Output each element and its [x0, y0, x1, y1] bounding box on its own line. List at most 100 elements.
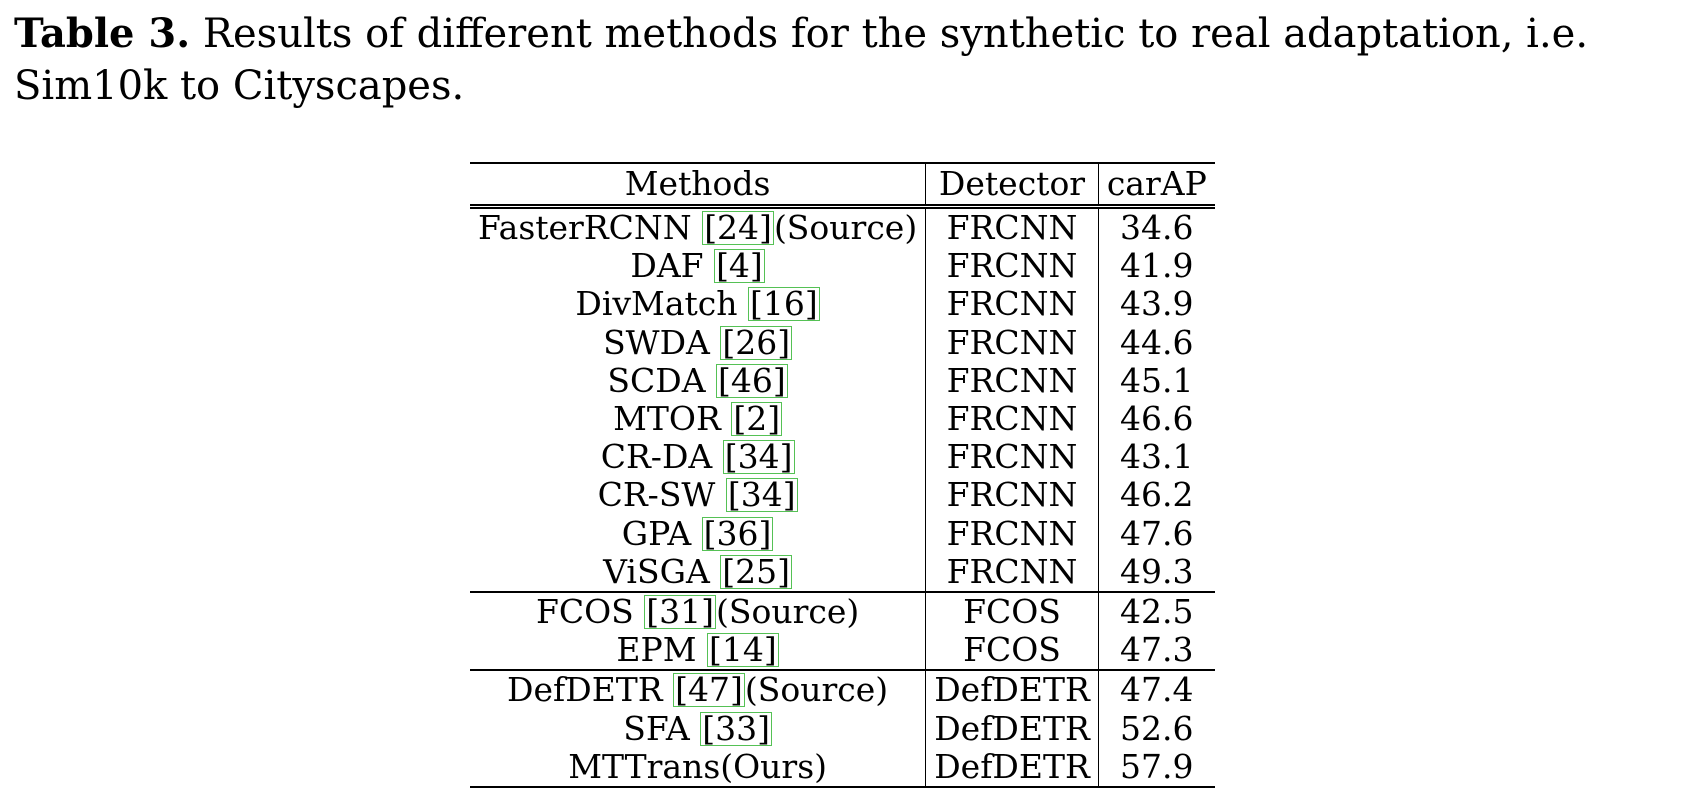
cell-method: CR-DA [34] [470, 437, 927, 477]
header-methods: Methods [470, 162, 927, 209]
cell-carap: 43.9 [1120, 284, 1194, 324]
method-name: SWDA [603, 322, 710, 362]
citation-link[interactable]: [14] [707, 630, 779, 670]
cell-detector: FRCNN [925, 361, 1099, 401]
citation-link[interactable]: [24] [702, 208, 774, 247]
cell-method: SCDA [46] [470, 360, 927, 401]
table-row: SCDA [46] FRCNN 45.1 [470, 360, 1215, 401]
cell-detector: FRCNN [925, 514, 1099, 553]
cell-method: SWDA [26] [470, 322, 927, 362]
cell-carap: 47.6 [1120, 513, 1194, 553]
table-row: SWDA [26] FRCNN 44.6 [470, 322, 1215, 362]
method-name: SCDA [607, 360, 706, 400]
cell-method: DAF [4] [470, 246, 927, 286]
table-body: FasterRCNN [24](Source) FRCNN 34.6 DAF [4] F… [470, 206, 1215, 789]
citation-link[interactable]: [46] [716, 360, 788, 400]
table-row: SFA [33] DefDETR 52.6 [470, 708, 1215, 748]
cell-detector: FRCNN [925, 323, 1099, 362]
cell-method: CR-SW [34] [470, 475, 927, 515]
cell-detector: FRCNN [925, 438, 1099, 477]
cell-detector: FRCNN [925, 206, 1099, 248]
cell-detector: DefDETR [925, 669, 1099, 710]
cell-carap: 52.6 [1120, 708, 1194, 748]
cell-carap: 41.9 [1120, 246, 1194, 286]
cell-carap: 42.5 [1098, 591, 1215, 632]
cell-carap: 47.4 [1098, 669, 1215, 710]
cell-method: MTTrans(Ours) [470, 746, 927, 789]
cell-method: ViSGA [25] [470, 551, 927, 593]
citation-link[interactable]: [4] [714, 246, 765, 286]
cell-method: DivMatch [16] [470, 284, 927, 324]
citation-link[interactable]: [34] [722, 437, 795, 477]
method-suffix: (Source) [773, 208, 918, 247]
cell-method: MTOR [2] [470, 399, 927, 439]
results-table: Methods Detector carAP FasterRCNN [24](S… [470, 162, 1215, 789]
cell-carap: 47.3 [1120, 630, 1194, 670]
method-name: DivMatch [575, 284, 738, 324]
table-row: MTTrans(Ours) DefDETR 57.9 [470, 746, 1215, 789]
cell-detector: FCOS [925, 591, 1099, 632]
cell-carap: 49.3 [1120, 551, 1194, 591]
method-name: CR-DA [600, 437, 713, 477]
cell-detector: FRCNN [925, 552, 1099, 593]
cell-detector: DefDETR [925, 747, 1099, 789]
method-name: GPA [621, 513, 692, 553]
citation-link[interactable]: [2] [731, 399, 783, 439]
cell-detector: FCOS [925, 631, 1099, 671]
citation-link[interactable]: [16] [748, 284, 820, 324]
method-name: DefDETR [507, 670, 663, 710]
table-caption: Table 3. Results of different methods fo… [14, 8, 1674, 112]
table-row: EPM [14] FCOS 47.3 [470, 630, 1215, 671]
method-suffix: (Source) [716, 592, 860, 632]
header-row: Methods Detector carAP [470, 162, 1215, 209]
table-row: MTOR [2] FRCNN 46.6 [470, 399, 1215, 439]
citation-link[interactable]: [26] [720, 322, 793, 362]
method-name: FCOS [535, 592, 634, 632]
method-name: FasterRCNN [478, 208, 692, 247]
cell-detector: FRCNN [925, 476, 1099, 515]
cell-detector: FRCNN [925, 247, 1099, 286]
header-carap: carAP [1098, 162, 1215, 209]
cell-carap: 45.1 [1120, 360, 1194, 400]
cell-method: GPA [36] [470, 513, 927, 553]
table-row: CR-DA [34] FRCNN 43.1 [470, 437, 1215, 477]
cell-method: EPM [14] [470, 630, 927, 671]
cell-detector: FRCNN [925, 285, 1099, 324]
table-row: FCOS [31](Source) FCOS 42.5 [470, 591, 1215, 632]
citation-link[interactable]: [33] [700, 708, 772, 748]
method-name: DAF [630, 246, 704, 286]
table-row: DivMatch [16] FRCNN 43.9 [470, 284, 1215, 324]
cell-method: SFA [33] [470, 708, 927, 748]
method-name: CR-SW [597, 475, 716, 515]
cell-carap: 46.6 [1120, 399, 1194, 439]
citation-link[interactable]: [47] [673, 670, 745, 710]
cell-carap: 46.2 [1120, 475, 1194, 515]
citation-link[interactable]: [34] [725, 475, 798, 515]
method-name: SFA [623, 708, 690, 748]
method-name: MTTrans(Ours) [568, 746, 828, 786]
method-suffix: (Source) [744, 670, 889, 710]
table-row: CR-SW [34] FRCNN 46.2 [470, 475, 1215, 515]
citation-link[interactable]: [36] [701, 513, 774, 553]
cell-carap: 44.6 [1120, 322, 1194, 362]
cell-method: FCOS [31](Source) [470, 591, 927, 632]
citation-link[interactable]: [31] [644, 592, 716, 632]
method-name: ViSGA [603, 551, 710, 591]
cell-carap: 34.6 [1120, 208, 1194, 247]
caption-label: Table 3. [14, 10, 191, 57]
citation-link[interactable]: [25] [720, 551, 793, 591]
table-row: DefDETR [47](Source) DefDETR 47.4 [470, 669, 1215, 710]
table-row: GPA [36] FRCNN 47.6 [470, 513, 1215, 553]
caption-text: Results of different methods for the syn… [14, 11, 1589, 109]
table-row: ViSGA [25] FRCNN 49.3 [470, 551, 1215, 593]
cell-carap: 43.1 [1120, 437, 1194, 477]
cell-detector: FRCNN [925, 399, 1099, 439]
cell-method: DefDETR [47](Source) [470, 669, 927, 710]
cell-carap: 57.9 [1098, 747, 1215, 789]
header-detector: Detector [925, 162, 1099, 209]
cell-detector: DefDETR [925, 709, 1099, 748]
table-row: DAF [4] FRCNN 41.9 [470, 246, 1215, 286]
table-row: FasterRCNN [24](Source) FRCNN 34.6 [470, 206, 1215, 248]
method-name: EPM [616, 630, 697, 670]
method-name: MTOR [613, 399, 721, 439]
